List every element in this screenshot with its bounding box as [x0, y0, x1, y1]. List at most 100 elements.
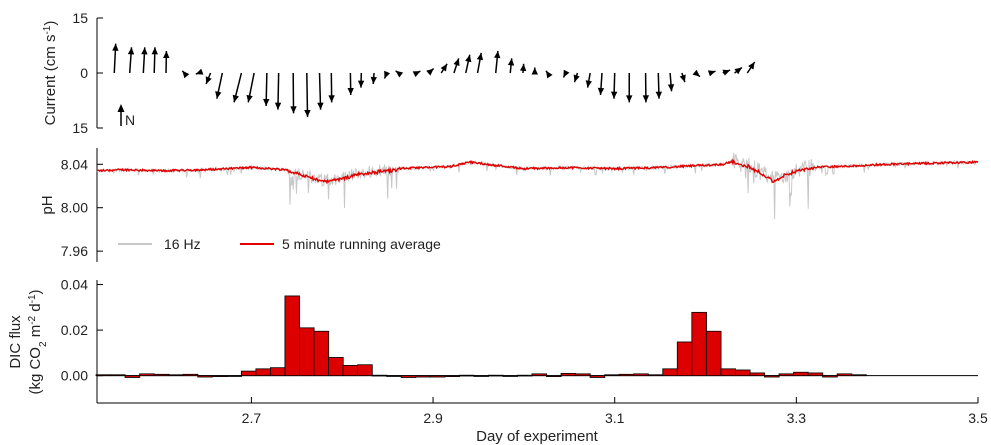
flux-bars — [95, 295, 867, 378]
vector-arrowhead-icon — [453, 58, 460, 66]
flux-bar — [618, 373, 635, 377]
flux-bar — [328, 357, 344, 377]
vector-arrowhead-icon — [384, 70, 391, 79]
flux-bar — [589, 375, 606, 378]
current-tick-label: 15 — [72, 120, 88, 136]
vector-arrowhead-icon — [465, 54, 472, 63]
north-indicator: N — [117, 104, 135, 128]
flux-y-ticks: 0.04 0.02 0.00 — [61, 277, 103, 384]
ph-tick-label: 7.96 — [61, 243, 88, 259]
current-vector — [585, 72, 592, 88]
vector-arrowhead-icon — [563, 69, 570, 78]
flux-bar — [168, 374, 184, 377]
flux-bar — [458, 374, 475, 377]
flux-bar — [313, 330, 330, 377]
vector-arrowhead-icon — [507, 58, 515, 66]
current-vector — [476, 52, 484, 74]
current-vector — [734, 66, 743, 75]
current-vector — [215, 72, 224, 99]
current-vector — [181, 70, 190, 79]
vector-arrowhead-icon — [748, 62, 755, 70]
vector-arrowhead-icon — [163, 51, 170, 59]
current-vector — [163, 50, 170, 74]
flux-bar — [546, 375, 562, 377]
current-vector — [412, 70, 421, 78]
current-vector — [707, 70, 716, 77]
legend-16hz-label: 16 Hz — [164, 236, 201, 252]
vector-arrowhead-icon — [347, 87, 354, 95]
vector-arrowhead-icon — [304, 109, 311, 117]
flux-bar — [182, 373, 199, 377]
flux-bar — [299, 327, 315, 377]
vector-arrowhead-icon — [626, 95, 633, 103]
vector-arrowhead-icon — [440, 63, 448, 72]
flux-bar — [575, 373, 591, 377]
current-vector — [357, 72, 365, 88]
flux-tick-label: 0.02 — [61, 322, 88, 338]
current-vector — [440, 63, 448, 74]
current-vector — [667, 72, 675, 92]
current-vector — [347, 72, 354, 96]
legend: 16 Hz 5 minute running average — [118, 236, 441, 252]
vector-arrowhead-icon — [610, 91, 618, 99]
flux-bar — [822, 375, 838, 378]
flux-bar — [778, 373, 795, 377]
current-vector — [395, 70, 404, 78]
flux-y-axis-title-line2: (kg CO2 m-2 d-1) — [27, 289, 49, 394]
flux-x-tick-label: 2.7 — [242, 410, 262, 426]
flux-bar — [517, 374, 533, 377]
flux-tick-label: 0.04 — [61, 277, 88, 293]
current-tick-label: 15 — [72, 10, 88, 26]
current-vector — [426, 68, 435, 76]
current-vector — [127, 47, 135, 74]
flux-bar — [139, 373, 155, 377]
ph-tick-label: 8.00 — [61, 200, 88, 216]
flux-bar — [749, 372, 766, 377]
current-vector — [383, 70, 391, 79]
vector-arrowhead-icon — [263, 98, 270, 106]
vector-arrowhead-icon — [232, 94, 239, 103]
ph-ticks: 8.04 8.00 7.96 — [61, 156, 103, 259]
flux-bar — [851, 374, 867, 377]
current-vector — [151, 47, 158, 74]
vector-arrowhead-icon — [679, 74, 686, 83]
vector-arrowhead-icon — [707, 70, 716, 77]
current-vector — [642, 72, 650, 103]
flux-bar — [691, 311, 707, 377]
flux-bar — [473, 375, 489, 377]
flux-bar — [415, 375, 431, 378]
vector-arrowhead-icon — [246, 94, 253, 103]
flux-bar — [735, 369, 751, 377]
vector-arrowhead-icon — [476, 52, 484, 61]
vector-arrowhead-icon — [370, 76, 377, 84]
current-vector — [746, 61, 756, 74]
vector-arrowhead-icon — [151, 47, 158, 55]
flux-bar — [226, 375, 242, 377]
vector-arrowhead-icon — [274, 102, 282, 110]
flux-bar — [342, 365, 359, 377]
flux-bar — [269, 367, 286, 377]
vector-arrowhead-icon — [141, 47, 148, 55]
flux-bar — [95, 374, 112, 377]
vector-arrowhead-icon — [531, 67, 538, 75]
current-vector — [597, 72, 605, 96]
flux-x-tick-label: 3.5 — [968, 410, 988, 426]
north-arrowhead-icon — [117, 104, 125, 112]
flux-bar — [705, 330, 722, 377]
flux-bar — [197, 375, 213, 378]
current-vector — [274, 72, 282, 110]
flux-bar — [400, 375, 417, 378]
flux-bar — [255, 368, 271, 377]
flux-bar — [444, 375, 460, 377]
current-vector — [562, 69, 570, 78]
current-vector — [494, 50, 501, 74]
flux-bar — [211, 375, 228, 377]
current-vector — [545, 70, 553, 79]
current-vector — [370, 72, 377, 85]
vector-arrowhead-icon — [182, 70, 190, 79]
vector-arrowhead-icon — [395, 70, 404, 78]
vector-arrowhead-icon — [328, 95, 335, 103]
vector-arrowhead-icon — [205, 76, 212, 84]
vector-arrowhead-icon — [357, 80, 365, 88]
